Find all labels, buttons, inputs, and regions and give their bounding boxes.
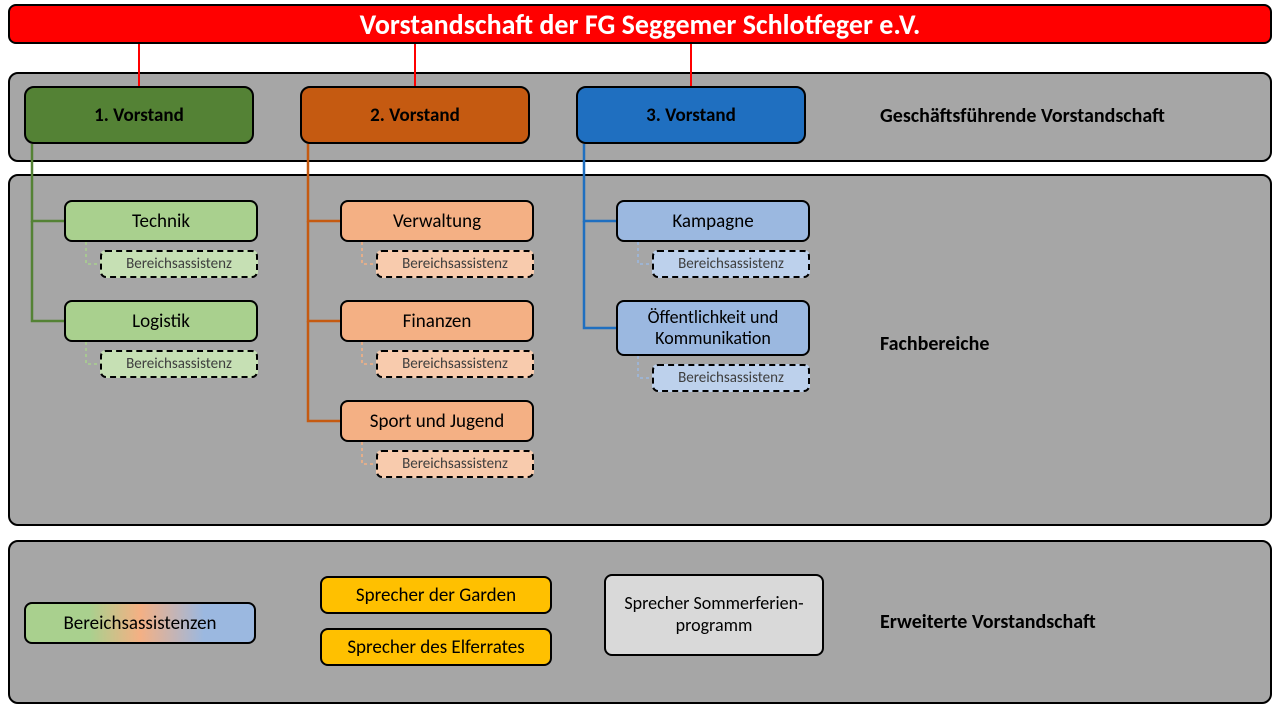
section-middle-label: Fachbereiche [880, 332, 989, 356]
assist-technik-label: Bereichsassistenz [126, 255, 232, 273]
fach-oeffentlichkeit: Öffentlichkeit und Kommunikation [616, 300, 810, 356]
vorstand-2: 2. Vorstand [300, 86, 530, 144]
fach-logistik-label: Logistik [132, 310, 190, 333]
sprecher-elferrat: Sprecher des Elferrates [320, 628, 552, 666]
vorstand-2-label: 2. Vorstand [370, 104, 460, 127]
assist-kampagne-label: Bereichsassistenz [678, 255, 784, 273]
fach-kampagne-label: Kampagne [672, 210, 753, 233]
assist-logistik-label: Bereichsassistenz [126, 355, 232, 373]
fach-kampagne: Kampagne [616, 200, 810, 242]
fach-oeffentlichkeit-label: Öffentlichkeit und Kommunikation [618, 307, 808, 348]
sprecher-sommerferien: Sprecher Sommerferien- programm [604, 574, 824, 656]
assist-kampagne: Bereichsassistenz [652, 250, 810, 278]
assist-verwaltung-label: Bereichsassistenz [402, 255, 508, 273]
fach-logistik: Logistik [64, 300, 258, 342]
fach-verwaltung: Verwaltung [340, 200, 534, 242]
title-header: Vorstandschaft der FG Seggemer Schlotfeg… [8, 4, 1272, 44]
vorstand-1-label: 1. Vorstand [94, 104, 184, 127]
assist-sport: Bereichsassistenz [376, 450, 534, 478]
sprecher-elferrat-label: Sprecher des Elferrates [347, 636, 524, 659]
assist-oeffentlichkeit-label: Bereichsassistenz [678, 369, 784, 387]
vorstand-1: 1. Vorstand [24, 86, 254, 144]
vorstand-3-label: 3. Vorstand [646, 104, 736, 127]
assist-sport-label: Bereichsassistenz [402, 455, 508, 473]
fach-technik-label: Technik [132, 210, 190, 233]
vorstand-3: 3. Vorstand [576, 86, 806, 144]
assist-finanzen: Bereichsassistenz [376, 350, 534, 378]
fach-finanzen-label: Finanzen [403, 310, 472, 333]
assist-oeffentlichkeit: Bereichsassistenz [652, 364, 810, 392]
assist-verwaltung: Bereichsassistenz [376, 250, 534, 278]
assist-logistik: Bereichsassistenz [100, 350, 258, 378]
fach-verwaltung-label: Verwaltung [393, 210, 481, 233]
title-text: Vorstandschaft der FG Seggemer Schlotfeg… [360, 7, 921, 42]
section-bottom-label: Erweiterte Vorstandschaft [880, 610, 1096, 634]
bereichsassistenzen-box: Bereichsassistenzen [24, 602, 256, 644]
sprecher-sommerferien-label: Sprecher Sommerferien- programm [624, 593, 803, 636]
sprecher-garden: Sprecher der Garden [320, 576, 552, 614]
sprecher-garden-label: Sprecher der Garden [356, 584, 516, 607]
bereichsassistenzen-label: Bereichsassistenzen [63, 612, 216, 635]
assist-technik: Bereichsassistenz [100, 250, 258, 278]
fach-sport: Sport und Jugend [340, 400, 534, 442]
fach-sport-label: Sport und Jugend [370, 410, 505, 433]
assist-finanzen-label: Bereichsassistenz [402, 355, 508, 373]
fach-technik: Technik [64, 200, 258, 242]
fach-finanzen: Finanzen [340, 300, 534, 342]
section-top-label: Geschäftsführende Vorstandschaft [880, 104, 1165, 128]
